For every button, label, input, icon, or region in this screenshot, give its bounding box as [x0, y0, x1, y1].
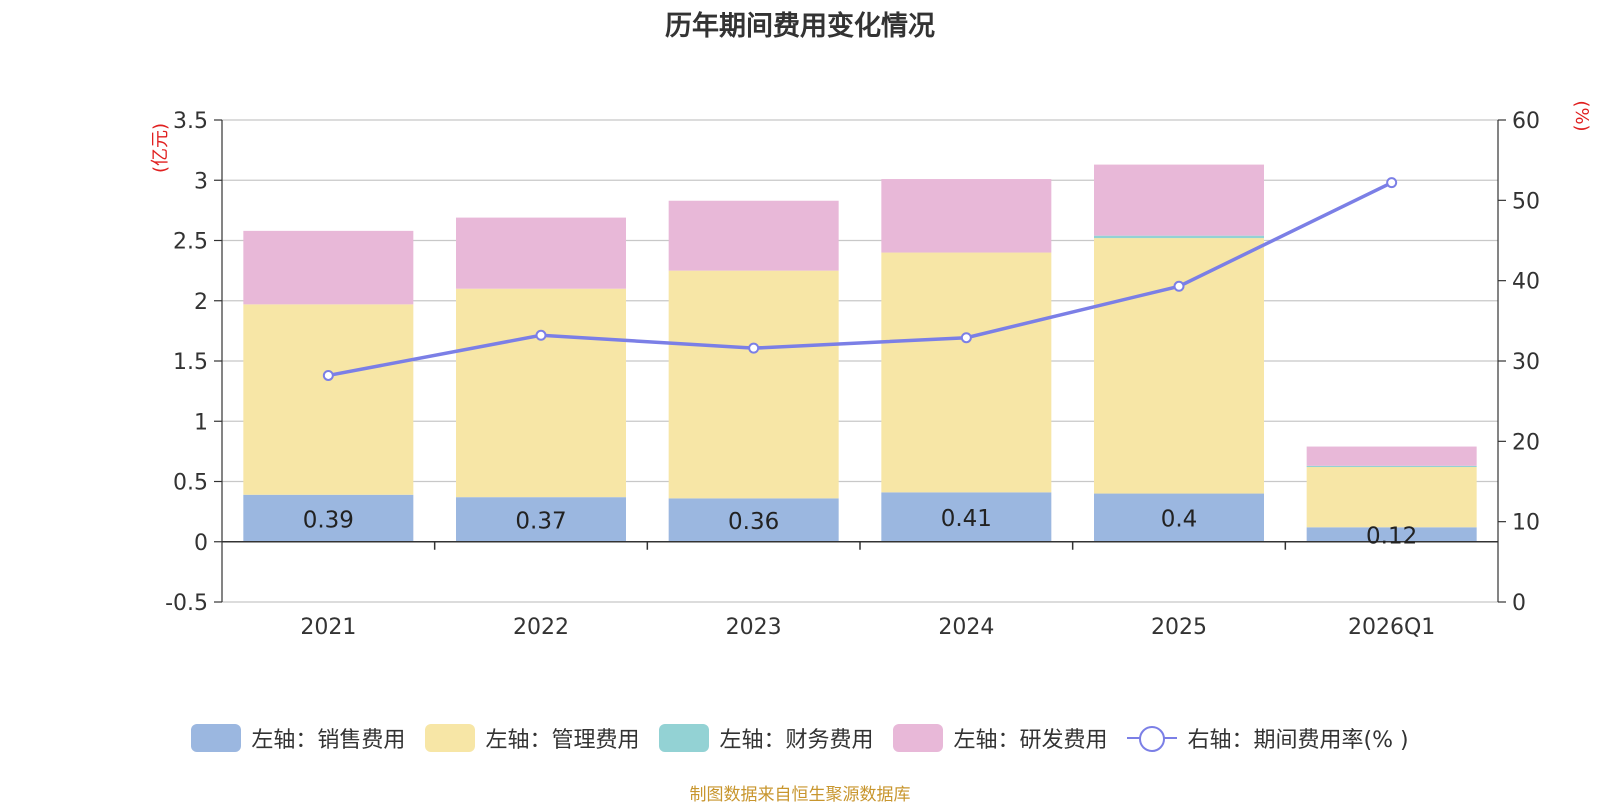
bar-segment-1	[668, 270, 839, 499]
legend-label: 左轴：财务费用	[719, 728, 874, 753]
rate-point	[535, 329, 547, 341]
legend-item-0[interactable]: 左轴：销售费用	[191, 722, 405, 754]
right-tick-label: 40	[1512, 270, 1540, 295]
legend-label: 左轴：研发费用	[953, 728, 1108, 753]
bar-segment-1	[1306, 467, 1477, 528]
right-tick-label: 0	[1512, 591, 1526, 616]
legend-item-2[interactable]: 左轴：财务费用	[659, 722, 873, 754]
chart-title: 历年期间费用变化情况	[665, 11, 935, 42]
legend-swatch	[425, 724, 476, 752]
left-tick-label: 0	[194, 531, 208, 556]
bar-segment-0	[243, 494, 414, 542]
left-tick-label: 3.5	[173, 109, 208, 134]
legend-line-marker-icon	[1127, 724, 1178, 752]
bar-data-label: 0.4	[1161, 507, 1198, 533]
legend-item-1[interactable]: 左轴：管理费用	[425, 722, 639, 754]
category-label: 2024	[938, 615, 994, 640]
bar-segment-0	[881, 492, 1052, 542]
bar-segment-2	[1306, 465, 1477, 468]
bar-data-label: 0.12	[1366, 524, 1417, 550]
legend-swatch	[191, 724, 242, 752]
left-tick-label: 1.5	[173, 350, 208, 375]
bar-segment-1	[881, 252, 1052, 493]
legend: 左轴：销售费用 左轴：管理费用 左轴：财务费用 左轴：研发费用 右轴：期间费用率(% )	[0, 722, 1600, 756]
right-tick-label: 10	[1512, 511, 1540, 536]
left-tick-label: -0.5	[165, 591, 208, 616]
bar-segment-3	[1094, 164, 1264, 236]
left-axis-label: (亿元)	[150, 123, 171, 173]
rate-point	[1173, 280, 1185, 292]
right-tick-label: 50	[1512, 189, 1540, 214]
bar-segment-3	[456, 217, 626, 289]
category-label: 2021	[300, 615, 356, 640]
bar-data-label: 0.39	[303, 507, 354, 533]
rate-point	[748, 342, 760, 354]
right-axis-label: (%)	[1571, 100, 1592, 131]
bar-segment-0	[456, 497, 626, 542]
bar-segment-1	[243, 304, 414, 495]
bar-segment-2	[1094, 235, 1264, 239]
legend-swatch	[893, 724, 944, 752]
bar-data-label: 0.37	[515, 508, 566, 534]
source-note: 制图数据来自恒生聚源数据库	[689, 785, 911, 805]
bar-segment-3	[668, 200, 839, 271]
legend-label: 左轴：管理费用	[485, 728, 640, 753]
right-tick-label: 60	[1512, 109, 1540, 134]
right-tick-label: 30	[1512, 350, 1540, 375]
left-tick-label: 3	[194, 169, 208, 194]
left-tick-label: 2.5	[173, 230, 208, 255]
bar-segment-0	[1094, 493, 1264, 542]
category-label: 2023	[726, 615, 782, 640]
bar-segment-3	[881, 179, 1052, 253]
rate-point	[322, 369, 334, 381]
rate-line	[328, 181, 1393, 378]
legend-label: 右轴：期间费用率(% )	[1187, 728, 1409, 753]
rate-point	[1386, 177, 1398, 189]
category-label: 2026Q1	[1348, 615, 1435, 640]
left-tick-label: 0.5	[173, 471, 208, 496]
category-label: 2022	[513, 615, 569, 640]
legend-label: 左轴：销售费用	[251, 728, 406, 753]
bar-segment-0	[1306, 527, 1477, 542]
bar-data-label: 0.36	[728, 509, 779, 535]
bar-segment-1	[456, 288, 626, 498]
legend-swatch	[659, 724, 710, 752]
bar-segment-0	[668, 498, 839, 542]
left-tick-label: 2	[194, 290, 208, 315]
right-tick-label: 20	[1512, 430, 1540, 455]
legend-item-3[interactable]: 左轴：研发费用	[893, 722, 1107, 754]
rate-point	[960, 332, 972, 344]
category-label: 2025	[1151, 615, 1207, 640]
bar-segment-3	[1306, 446, 1477, 466]
left-tick-label: 1	[194, 410, 208, 435]
bar-segment-3	[243, 230, 414, 305]
bar-data-label: 0.41	[941, 506, 992, 532]
bar-segment-1	[1094, 238, 1264, 494]
legend-item-4[interactable]: 右轴：期间费用率(% )	[1127, 722, 1409, 754]
